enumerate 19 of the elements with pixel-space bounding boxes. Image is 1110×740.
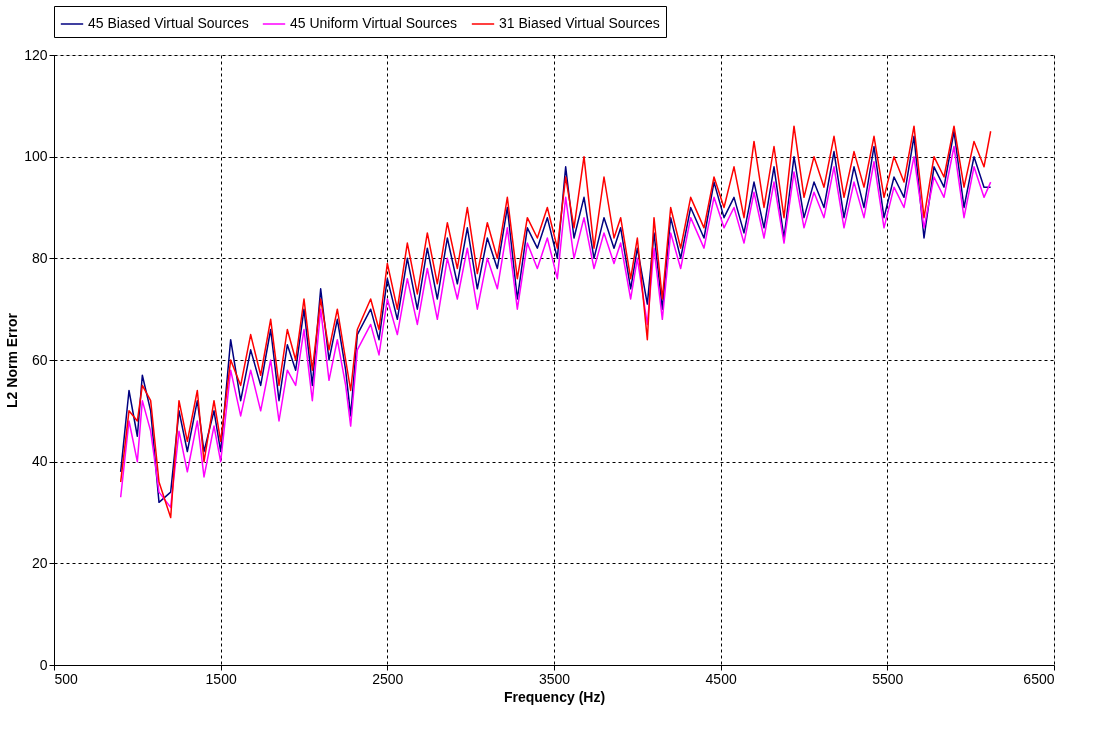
y-tick-label: 100 xyxy=(24,148,48,165)
y-axis-title: L2 Norm Error xyxy=(4,312,21,408)
y-tick-label: 80 xyxy=(31,249,48,266)
y-tick-label: 40 xyxy=(31,453,48,470)
x-tick-label: 3500 xyxy=(538,670,571,687)
y-tick-label: 120 xyxy=(24,46,48,63)
y-tick-label: 60 xyxy=(31,351,48,368)
x-tick-label: 1500 xyxy=(205,670,237,687)
x-tick-label: 4500 xyxy=(705,670,737,687)
x-tick-label: 2500 xyxy=(372,670,404,687)
x-tick-label: 5500 xyxy=(872,670,904,687)
x-tick-label: 500 xyxy=(54,670,79,687)
x-axis-title: Frequency (Hz) xyxy=(503,688,606,705)
legend-label: 45 Biased Virtual Sources xyxy=(88,15,249,31)
legend-label: 31 Biased Virtual Sources xyxy=(499,15,660,31)
y-tick-label: 20 xyxy=(31,554,48,571)
legend-label: 45 Uniform Virtual Sources xyxy=(290,15,458,31)
x-tick-label: 6500 xyxy=(1023,670,1055,687)
y-tick-label: 0 xyxy=(39,656,48,673)
